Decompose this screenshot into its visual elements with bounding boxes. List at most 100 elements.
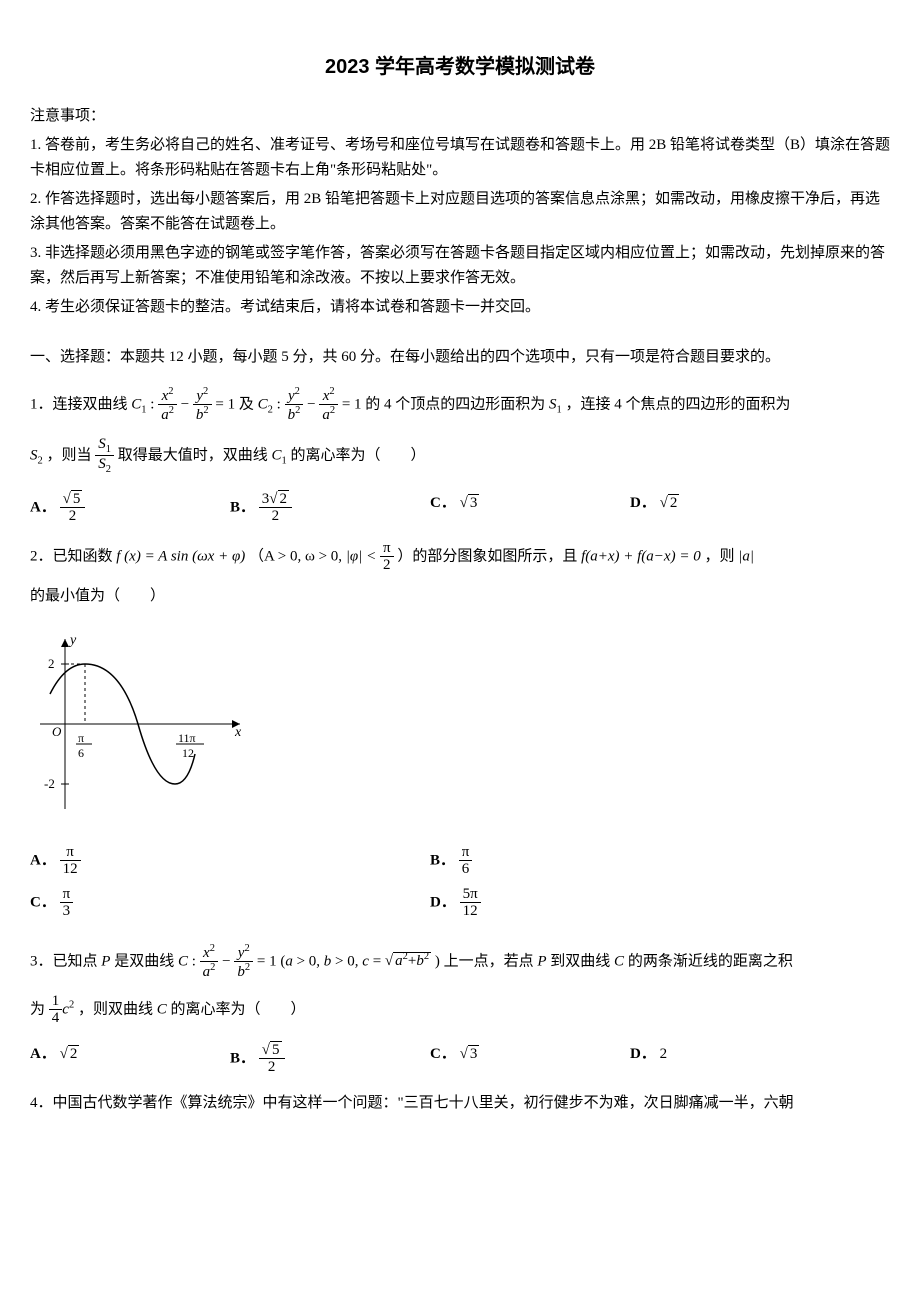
fraction: 14	[49, 993, 63, 1027]
sym: f(a+x) + f(a−x) = 0	[581, 548, 701, 564]
label: A．	[30, 1046, 56, 1062]
text: ) 上一点，若点	[435, 953, 534, 969]
label: C．	[430, 495, 456, 511]
value: √3	[460, 491, 480, 517]
value: √3	[460, 1042, 480, 1068]
instruction-item: 2. 作答选择题时，选出每小题答案后，用 2B 铅笔把答题卡上对应题目选项的答案…	[30, 187, 890, 238]
value: √2	[60, 1042, 80, 1068]
minus: −	[307, 396, 319, 412]
fraction: π2	[380, 540, 394, 574]
fraction: y2b2	[285, 386, 304, 424]
label: C．	[30, 894, 56, 910]
question-text: 2．已知函数 f (x) = A sin (ωx + φ) （A > 0, ω …	[30, 540, 890, 574]
question-1: 1．连接双曲线 C1 : x2a2 − y2b2 = 1 及 C2 : y2b2…	[30, 386, 890, 525]
text: 1．连接双曲线	[30, 396, 128, 412]
label: B．	[230, 499, 255, 515]
var-p: P	[101, 953, 110, 969]
sub: 2	[268, 404, 273, 415]
svg-text:O: O	[52, 724, 62, 739]
var-s1: S	[549, 396, 557, 412]
option-c: C． π3	[30, 886, 430, 920]
value: π3	[60, 886, 74, 920]
label: B．	[230, 1050, 255, 1066]
fx: f (x) = A sin (ωx + φ)	[116, 548, 249, 564]
var-c: C	[614, 953, 624, 969]
var-c: C	[178, 953, 188, 969]
label: D．	[630, 1046, 656, 1062]
question-text-cont: 的最小值为（ ）	[30, 584, 890, 610]
section-heading: 一、选择题：本题共 12 小题，每小题 5 分，共 60 分。在每小题给出的四个…	[30, 345, 890, 371]
text: 取得最大值时，双曲线	[118, 447, 268, 463]
svg-text:2: 2	[48, 656, 55, 671]
text: 3．已知点	[30, 953, 98, 969]
options: A． √52 B． 3√22 C． √3 D． √2	[30, 491, 890, 525]
label: D．	[430, 894, 456, 910]
text: ，连接 4 个焦点的四边形的面积为	[566, 396, 791, 412]
page-title: 2023 学年高考数学模拟测试卷	[30, 50, 890, 84]
c-sq: c	[62, 1001, 69, 1017]
label: B．	[430, 852, 455, 868]
minus: −	[222, 953, 234, 969]
chart-svg: y x O 2 -2 π 6 11π 12	[30, 624, 250, 824]
option-a: A． √52	[30, 491, 230, 525]
instruction-item: 3. 非选择题必须用黑色字迹的钢笔或签字笔作答，答案必须写在答题卡各题目指定区域…	[30, 241, 890, 292]
option-a: A． π12	[30, 844, 430, 878]
sub: 2	[38, 455, 43, 466]
text: 的 4 个顶点的四边形面积为	[365, 396, 545, 412]
label: A．	[30, 499, 56, 515]
label: C．	[430, 1046, 456, 1062]
fraction: x2a2	[158, 386, 177, 424]
svg-text:π: π	[78, 731, 84, 745]
instruction-item: 4. 考生必须保证答题卡的整洁。考试结束后，请将本试卷和答题卡一并交回。	[30, 295, 890, 321]
var-c: C	[157, 1001, 167, 1017]
var-p: P	[537, 953, 546, 969]
sub: 1	[141, 404, 146, 415]
value: π6	[459, 844, 473, 878]
svg-text:x: x	[234, 725, 242, 740]
text: ，则双曲线	[78, 1001, 153, 1017]
option-d: D． √2	[630, 491, 830, 525]
text: 到双曲线	[550, 953, 610, 969]
question-3: 3．已知点 P 是双曲线 C : x2a2 − y2b2 = 1 (a > 0,…	[30, 943, 890, 1076]
a: |a|	[738, 548, 754, 564]
question-text-cont: 为 14c2 ，则双曲线 C 的离心率为（ ）	[30, 993, 890, 1027]
option-d: D． 2	[630, 1042, 830, 1076]
value: √52	[60, 491, 86, 525]
option-c: C． √3	[430, 1042, 630, 1076]
svg-text:11π: 11π	[178, 731, 196, 745]
var-c1: C	[131, 396, 141, 412]
var-c2: C	[258, 396, 268, 412]
question-text: 4．中国古代数学著作《算法统宗》中有这样一个问题："三百七十八里关，初行健步不为…	[30, 1091, 890, 1117]
value: √2	[660, 491, 680, 517]
question-4: 4．中国古代数学著作《算法统宗》中有这样一个问题："三百七十八里关，初行健步不为…	[30, 1091, 890, 1117]
question-text: 3．已知点 P 是双曲线 C : x2a2 − y2b2 = 1 (a > 0,…	[30, 943, 890, 981]
sub: 1	[282, 455, 287, 466]
text: 是双曲线	[114, 953, 174, 969]
instructions-block: 1. 答卷前，考生务必将自己的姓名、准考证号、考场号和座位号填写在试题卷和答题卡…	[30, 133, 890, 321]
text: 2．已知函数	[30, 548, 113, 564]
option-b: B． √52	[230, 1042, 430, 1076]
eq: = 1	[215, 396, 235, 412]
text: 的离心率为（ ）	[170, 1001, 305, 1017]
text: 为	[30, 1001, 45, 1017]
text: ，则	[704, 548, 734, 564]
value: 5π12	[460, 886, 481, 920]
var-s2: S	[30, 447, 38, 463]
option-d: D． 5π12	[430, 886, 830, 920]
option-b: B． π6	[430, 844, 830, 878]
option-a: A． √2	[30, 1042, 230, 1076]
text: ）的部分图象如图所示，且	[397, 548, 577, 564]
colon: :	[192, 953, 196, 969]
value: π12	[60, 844, 81, 878]
value: 2	[660, 1046, 668, 1062]
instruction-item: 1. 答卷前，考生务必将自己的姓名、准考证号、考场号和座位号填写在试题卷和答题卡…	[30, 133, 890, 184]
option-b: B． 3√22	[230, 491, 430, 525]
label: A．	[30, 852, 56, 868]
question-text-cont: S2 ，则当 S1S2 取得最大值时，双曲线 C1 的离心率为（ ）	[30, 436, 890, 476]
svg-text:-2: -2	[44, 776, 55, 791]
value: √52	[259, 1042, 285, 1076]
eq: = 1	[342, 396, 362, 412]
label: D．	[630, 495, 656, 511]
text: ，则当	[47, 447, 92, 463]
text: 的两条渐近线的距离之积	[628, 953, 793, 969]
